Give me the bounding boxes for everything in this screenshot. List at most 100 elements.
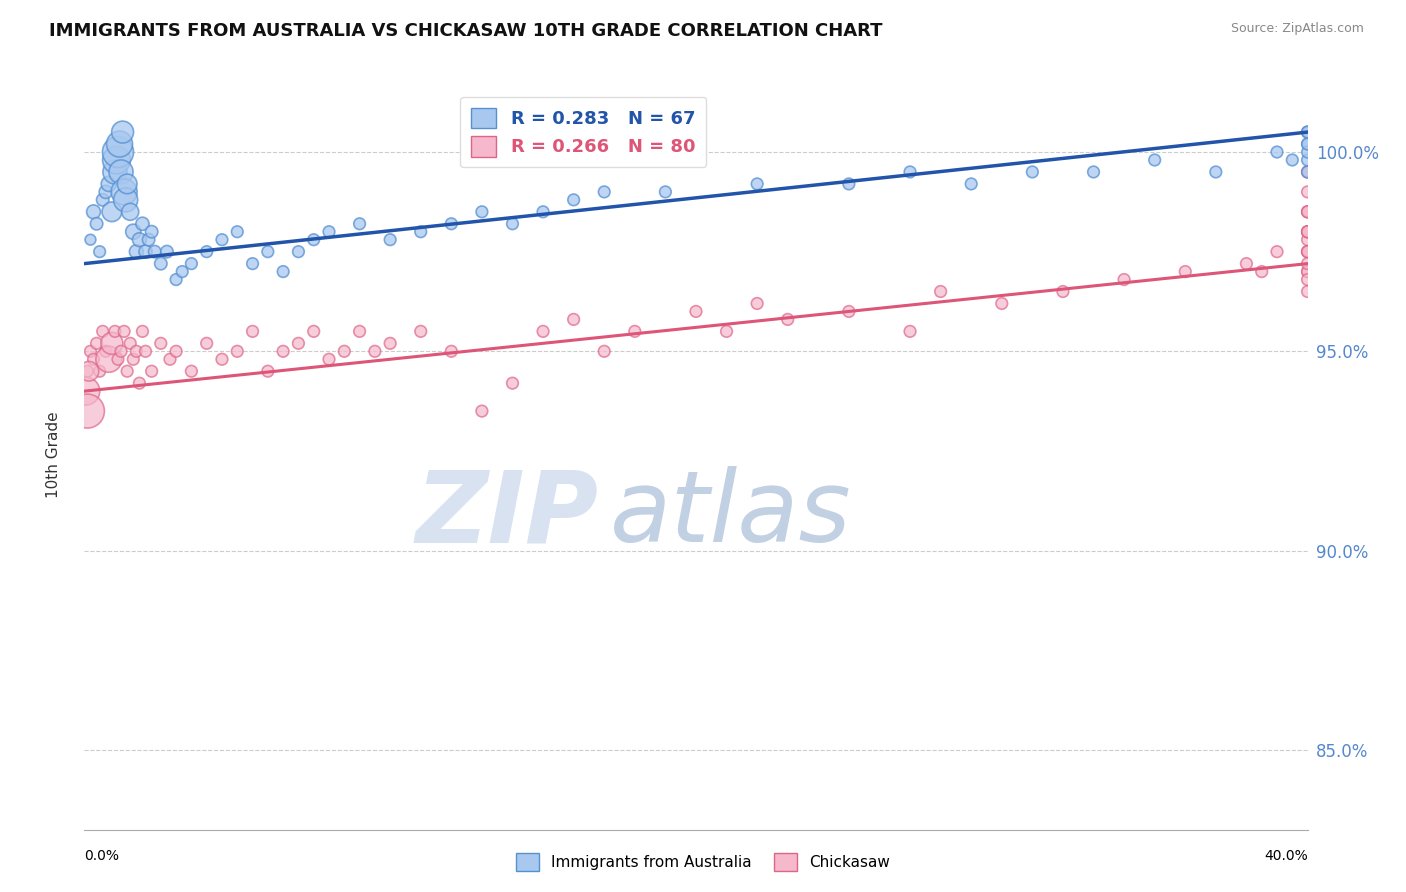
Point — [107, 352, 129, 367]
Point — [654, 185, 676, 199]
Point — [1250, 264, 1272, 278]
Point — [76, 364, 98, 378]
Point — [1236, 257, 1258, 271]
Point — [409, 225, 432, 239]
Point — [120, 336, 142, 351]
Point — [211, 233, 233, 247]
Point — [1083, 165, 1105, 179]
Point — [105, 153, 128, 167]
Point — [242, 324, 264, 338]
Point — [1143, 153, 1166, 167]
Point — [1296, 257, 1319, 271]
Point — [75, 384, 97, 399]
Point — [898, 324, 921, 338]
Point — [929, 285, 952, 299]
Point — [101, 336, 124, 351]
Point — [165, 272, 187, 286]
Point — [471, 404, 494, 418]
Point — [257, 364, 280, 378]
Point — [1174, 264, 1197, 278]
Point — [1296, 244, 1319, 259]
Point — [135, 344, 157, 359]
Point — [593, 344, 616, 359]
Point — [242, 257, 264, 271]
Point — [1296, 125, 1319, 139]
Point — [89, 244, 111, 259]
Point — [1265, 244, 1288, 259]
Point — [149, 336, 172, 351]
Point — [115, 177, 138, 191]
Legend: Immigrants from Australia, Chickasaw: Immigrants from Australia, Chickasaw — [509, 847, 897, 877]
Point — [364, 344, 387, 359]
Point — [302, 233, 325, 247]
Point — [1296, 244, 1319, 259]
Point — [349, 217, 371, 231]
Point — [747, 177, 769, 191]
Point — [180, 257, 202, 271]
Point — [110, 165, 132, 179]
Point — [125, 344, 148, 359]
Point — [120, 204, 142, 219]
Point — [380, 233, 402, 247]
Point — [115, 364, 138, 378]
Point — [1296, 225, 1319, 239]
Point — [1296, 225, 1319, 239]
Point — [1296, 204, 1319, 219]
Point — [91, 193, 114, 207]
Point — [1296, 285, 1319, 299]
Point — [122, 225, 145, 239]
Point — [409, 324, 432, 338]
Point — [302, 324, 325, 338]
Point — [1296, 125, 1319, 139]
Point — [138, 233, 160, 247]
Point — [380, 336, 402, 351]
Point — [94, 185, 117, 199]
Point — [716, 324, 738, 338]
Point — [991, 296, 1014, 310]
Point — [112, 324, 135, 338]
Point — [318, 352, 340, 367]
Point — [257, 244, 280, 259]
Point — [471, 204, 494, 219]
Point — [110, 344, 132, 359]
Point — [97, 177, 120, 191]
Point — [122, 352, 145, 367]
Point — [211, 352, 233, 367]
Point — [101, 204, 124, 219]
Point — [1296, 225, 1319, 239]
Point — [135, 244, 157, 259]
Point — [165, 344, 187, 359]
Point — [94, 344, 117, 359]
Point — [111, 125, 134, 139]
Point — [128, 233, 150, 247]
Point — [112, 185, 135, 199]
Point — [624, 324, 647, 338]
Point — [226, 344, 249, 359]
Point — [349, 324, 371, 338]
Point — [226, 225, 249, 239]
Point — [86, 217, 108, 231]
Point — [1296, 153, 1319, 167]
Point — [838, 177, 860, 191]
Point — [104, 165, 127, 179]
Point — [131, 324, 153, 338]
Point — [1296, 136, 1319, 151]
Text: 40.0%: 40.0% — [1264, 849, 1308, 863]
Point — [271, 264, 294, 278]
Point — [1296, 233, 1319, 247]
Text: 0.0%: 0.0% — [84, 849, 120, 863]
Point — [562, 193, 585, 207]
Point — [195, 336, 218, 351]
Point — [562, 312, 585, 326]
Point — [125, 244, 148, 259]
Point — [108, 136, 131, 151]
Point — [531, 324, 554, 338]
Point — [1296, 125, 1319, 139]
Point — [143, 244, 166, 259]
Point — [83, 352, 105, 367]
Point — [1296, 264, 1319, 278]
Point — [1296, 145, 1319, 159]
Point — [1296, 165, 1319, 179]
Point — [1052, 285, 1074, 299]
Point — [114, 193, 136, 207]
